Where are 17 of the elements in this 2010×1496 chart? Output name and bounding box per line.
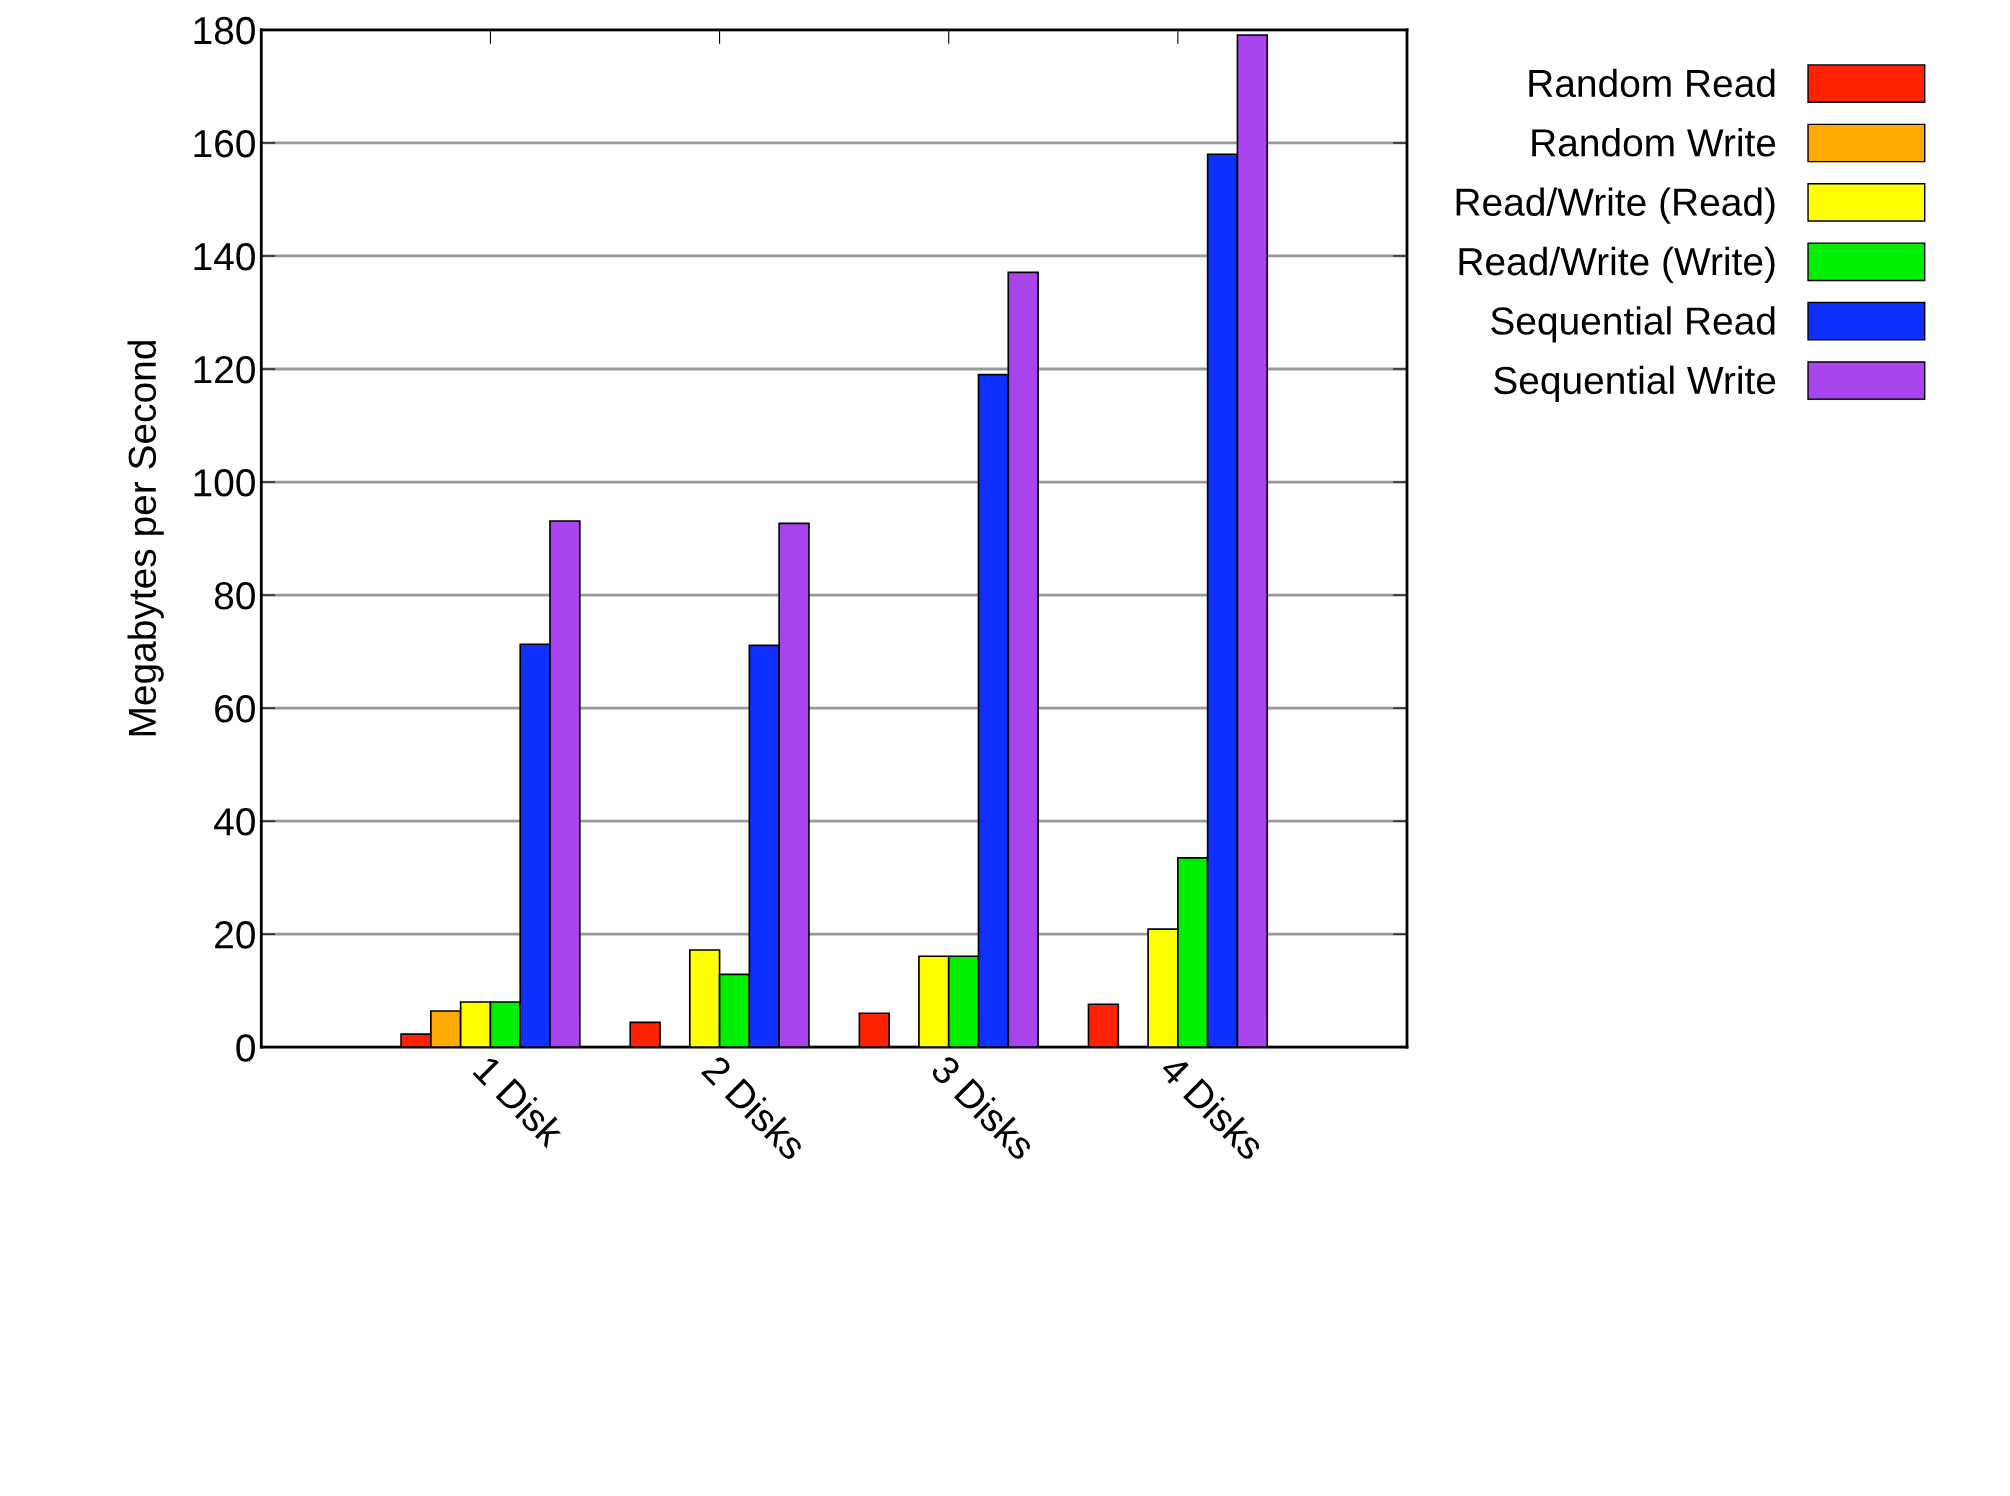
legend-label: Read/Write (Write): [1459, 246, 1775, 284]
y-tick-label: 80: [214, 582, 255, 610]
legend-label: Random Read: [1529, 68, 1775, 98]
y-tick-label: 100: [194, 468, 255, 497]
legend-label: Read/Write (Read): [1456, 187, 1775, 224]
legend-label: Sequential Write: [1494, 365, 1776, 402]
y-tick-label: 20: [215, 921, 255, 949]
y-tick-label: 40: [214, 808, 255, 836]
y-tick-label: 120: [194, 355, 255, 384]
y-tick-label: 0: [236, 1034, 255, 1062]
y-axis-title: Megabytes per Second: [127, 341, 164, 736]
y-tick-label: 60: [215, 695, 255, 723]
legend-label: Sequential Read: [1491, 306, 1775, 343]
y-tick-label: 160: [194, 129, 255, 158]
y-tick-label: 140: [194, 242, 255, 271]
y-tick-label: 180: [194, 16, 255, 45]
legend-label: Random Write: [1532, 128, 1776, 157]
